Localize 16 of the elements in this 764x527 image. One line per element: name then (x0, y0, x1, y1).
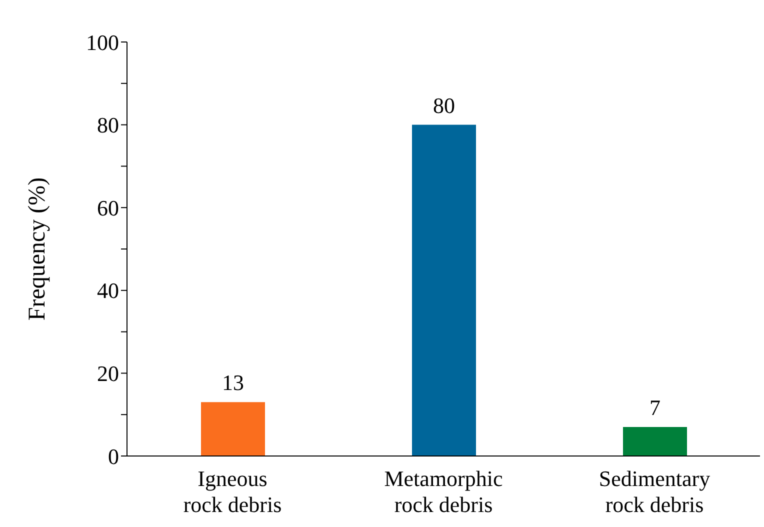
bar (201, 402, 265, 456)
y-tick-label: 100 (86, 30, 119, 55)
data-label: 7 (650, 395, 660, 420)
bar (623, 427, 687, 456)
y-tick-label: 60 (97, 195, 119, 220)
y-tick-label: 0 (108, 444, 119, 469)
y-tick-label: 80 (97, 112, 119, 138)
data-label: 13 (222, 370, 244, 396)
x-tick-label: Sedimentary rock debris (598, 466, 710, 517)
data-label: 80 (433, 92, 455, 118)
x-tick-label: Igneous rock debris (183, 466, 282, 517)
y-tick-label: 20 (97, 361, 119, 386)
bar (412, 124, 476, 456)
y-axis-title: Frequency (%) (24, 177, 51, 321)
x-tick-label: Metamorphic rock debris (384, 466, 503, 517)
y-tick-label: 40 (97, 278, 119, 304)
